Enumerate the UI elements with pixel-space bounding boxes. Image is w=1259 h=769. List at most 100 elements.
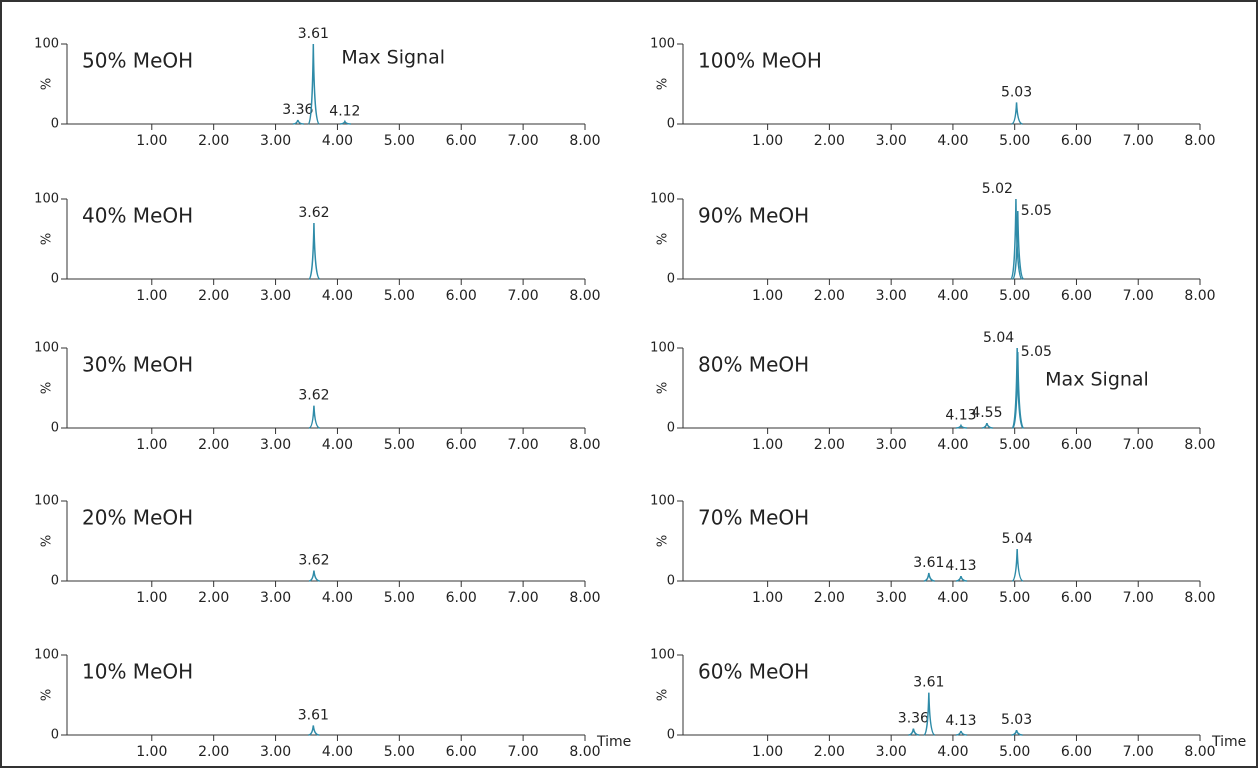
x-tick-label: 7.00: [1123, 133, 1154, 149]
peak-label: 5.05: [1021, 344, 1052, 360]
peak: [908, 728, 920, 736]
x-tick-label: 8.00: [1184, 744, 1215, 760]
x-axis-label: Time: [1211, 734, 1246, 750]
x-tick-label: 3.00: [260, 288, 291, 304]
x-tick-label: 3.00: [876, 133, 907, 149]
panel-title: 90% MeOH: [698, 204, 809, 228]
panel-title: 100% MeOH: [698, 49, 822, 73]
peak: [1011, 548, 1024, 582]
y-tick-label: 0: [51, 574, 59, 589]
x-tick-label: 2.00: [814, 288, 845, 304]
x-tick-label: 8.00: [1184, 133, 1215, 149]
x-tick-label: 1.00: [752, 744, 783, 760]
x-tick-label: 4.00: [322, 744, 353, 760]
x-tick-label: 1.00: [136, 133, 167, 149]
y-tick-label: 0: [51, 728, 59, 743]
x-tick-label: 7.00: [508, 133, 539, 149]
peak-label: 3.36: [282, 102, 313, 118]
x-tick-label: 4.00: [322, 437, 353, 453]
y-axis-label: %: [656, 382, 671, 394]
x-tick-label: 1.00: [752, 288, 783, 304]
x-tick-label: 1.00: [136, 744, 167, 760]
peak: [923, 692, 936, 736]
peak: [1011, 347, 1024, 429]
y-axis-label: %: [40, 78, 55, 90]
x-tick-label: 1.00: [752, 133, 783, 149]
y-tick-label: 100: [34, 341, 59, 356]
x-tick-label: 3.00: [876, 590, 907, 606]
x-tick-label: 8.00: [1184, 590, 1215, 606]
x-tick-label: 4.00: [937, 437, 968, 453]
y-tick-label: 100: [34, 648, 59, 663]
x-tick-label: 7.00: [1123, 590, 1154, 606]
peak: [308, 405, 321, 429]
x-tick-label: 6.00: [446, 590, 477, 606]
peak-label: 5.04: [1002, 531, 1033, 547]
peak-label: 3.61: [913, 555, 944, 571]
x-tick-label: 1.00: [752, 437, 783, 453]
peak: [981, 423, 993, 429]
x-tick-label: 7.00: [508, 744, 539, 760]
peak-label: 4.13: [945, 408, 976, 424]
x-tick-label: 4.00: [937, 590, 968, 606]
peak: [1011, 102, 1023, 125]
x-tick-label: 6.00: [1061, 288, 1092, 304]
peak: [1011, 730, 1023, 736]
panel-title: 50% MeOH: [82, 49, 193, 73]
x-tick-label: 4.00: [322, 288, 353, 304]
x-tick-label: 2.00: [814, 133, 845, 149]
y-tick-label: 100: [34, 37, 59, 52]
x-tick-label: 1.00: [752, 590, 783, 606]
y-tick-label: 0: [667, 421, 675, 436]
x-tick-label: 3.00: [876, 744, 907, 760]
peak: [339, 119, 351, 125]
peak-label: 5.02: [982, 181, 1013, 197]
y-tick-label: 0: [667, 117, 675, 132]
peak: [292, 119, 304, 125]
x-tick-label: 6.00: [1061, 133, 1092, 149]
x-tick-label: 5.00: [999, 288, 1030, 304]
y-tick-label: 100: [650, 648, 675, 663]
y-tick-label: 100: [34, 192, 59, 207]
peak-label: 3.61: [913, 675, 944, 691]
x-tick-label: 6.00: [1061, 744, 1092, 760]
x-tick-label: 7.00: [508, 288, 539, 304]
x-tick-label: 1.00: [136, 437, 167, 453]
panel-title: 20% MeOH: [82, 506, 193, 530]
x-axis-label: Time: [596, 734, 631, 750]
x-tick-label: 6.00: [1061, 437, 1092, 453]
peak-label: 4.12: [329, 104, 360, 120]
panel-title: 30% MeOH: [82, 353, 193, 377]
peak: [308, 222, 321, 280]
x-tick-label: 5.00: [384, 590, 415, 606]
x-tick-label: 8.00: [569, 133, 600, 149]
y-tick-label: 100: [650, 37, 675, 52]
peak-label: 3.62: [298, 553, 329, 569]
x-tick-label: 8.00: [569, 744, 600, 760]
y-axis-label: %: [40, 233, 55, 245]
x-tick-label: 2.00: [814, 590, 845, 606]
x-tick-label: 2.00: [814, 437, 845, 453]
y-axis-label: %: [40, 535, 55, 547]
peak: [955, 423, 967, 429]
y-axis-label: %: [656, 535, 671, 547]
x-tick-label: 7.00: [508, 590, 539, 606]
x-tick-label: 4.00: [322, 133, 353, 149]
y-tick-label: 0: [667, 272, 675, 287]
y-tick-label: 100: [34, 494, 59, 509]
x-tick-label: 7.00: [1123, 437, 1154, 453]
peak-label: 5.04: [983, 330, 1014, 346]
x-tick-label: 3.00: [876, 288, 907, 304]
panel-title: 40% MeOH: [82, 204, 193, 228]
y-axis-label: %: [656, 233, 671, 245]
annotation: Max Signal: [1045, 369, 1149, 391]
y-tick-label: 0: [51, 272, 59, 287]
peak-label: 4.55: [971, 405, 1002, 421]
x-tick-label: 6.00: [446, 437, 477, 453]
x-tick-label: 5.00: [384, 437, 415, 453]
peak: [955, 730, 967, 736]
x-tick-label: 4.00: [937, 133, 968, 149]
x-tick-label: 7.00: [1123, 288, 1154, 304]
x-tick-label: 5.00: [384, 744, 415, 760]
